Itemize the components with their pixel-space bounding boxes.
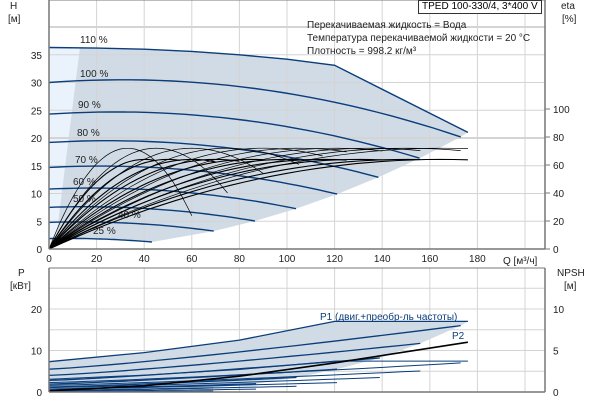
speed-label: 90 % [78, 100, 101, 111]
eta-axis-label: eta [561, 1, 575, 12]
p2-speed-curve [48, 377, 380, 389]
p-tick-label: 20 [31, 305, 43, 316]
info-temperature: Температура перекачиваемой жидкости = 20… [307, 33, 531, 44]
speed-curve-0.9 [48, 111, 420, 159]
info-liquid: Перекачиваемая жидкость = Вода [307, 20, 467, 31]
eta-pump-curve [48, 147, 228, 250]
info-density: Плотность = 998.2 кг/м³ [307, 46, 417, 57]
eta-total-curve [48, 158, 383, 250]
eta-pump-curve [48, 147, 421, 250]
h-tick-label: 30 [31, 79, 43, 90]
p2-speed-curve [48, 360, 468, 380]
p-axis-label: P [18, 268, 25, 279]
speed-label: 25 % [93, 226, 116, 237]
speed-label: 50 % [73, 194, 96, 205]
h-tick-label: 25 [31, 106, 43, 117]
speed-curve-1.1 [48, 46, 469, 134]
eta-tick-label: 100 [553, 105, 570, 116]
npsh-tick-label: 0 [553, 388, 559, 399]
eta-tick-label: 80 [553, 133, 565, 144]
eta-pump-curve [48, 147, 347, 250]
eta-tick-label: 40 [553, 189, 565, 200]
eta-pump-curve [48, 147, 323, 250]
q-axis-label: Q [м³/ч] [503, 256, 538, 267]
npsh-axis-label: NPSH [557, 268, 585, 279]
x-tick-label: 140 [374, 254, 391, 265]
x-tick-label: 20 [91, 254, 103, 265]
speed-label: 80 % [77, 128, 100, 139]
x-tick-label: 100 [279, 254, 296, 265]
eta-axis-unit: [%] [562, 14, 577, 25]
eta-pump-curve [48, 147, 383, 250]
p1-curve [49, 387, 214, 392]
p1-curve [48, 368, 338, 385]
x-tick-label: 120 [326, 254, 343, 265]
region-light [49, 47, 80, 249]
x-tick-label: 80 [234, 254, 246, 265]
eta-tick-label: 0 [553, 245, 559, 256]
p1-curve [48, 357, 380, 382]
eta-total-curve [48, 158, 299, 250]
eta-total-curve [48, 158, 264, 250]
eta-tick-label: 20 [553, 217, 565, 228]
eta-total-curve [48, 158, 157, 250]
p2-curve [48, 341, 469, 392]
eta-total-curve [48, 158, 347, 250]
p-axis-unit: [кВт] [10, 281, 31, 292]
h-tick-label: 15 [31, 162, 43, 173]
x-tick-label: 60 [186, 254, 198, 265]
x-tick-label: 0 [46, 254, 52, 265]
h-tick-label: 10 [31, 190, 43, 201]
x-tick-label: 160 [421, 254, 438, 265]
p-tick-label: 0 [36, 388, 42, 399]
speed-label: 110 % [80, 35, 108, 46]
speed-label: 100 % [80, 69, 108, 80]
p1-curve [48, 342, 421, 377]
speed-curve-0.7 [48, 165, 338, 195]
eta-total-curve [48, 158, 468, 250]
eta-total-curve [48, 158, 240, 250]
h-axis-unit: [м] [8, 14, 21, 25]
p1-curve [48, 324, 461, 370]
p1-label: P1 (двиг.+преобр-ль частоты) [320, 311, 457, 323]
p2-speed-curve [48, 370, 421, 386]
x-tick-label: 180 [469, 254, 486, 265]
npsh-axis-unit: [м] [564, 281, 577, 292]
eta-tick-label: 60 [553, 161, 565, 172]
speed-label: 70 % [75, 155, 98, 166]
h-tick-label: 5 [36, 217, 42, 228]
speed-label: 60 % [73, 177, 96, 188]
eta-pump-curve [48, 147, 468, 250]
speed-curve-1 [48, 79, 461, 138]
pump-model-title: TPED 100-330/4, 3*400 V [418, 0, 542, 14]
h-tick-label: 0 [36, 245, 42, 256]
eta-total-curve [48, 158, 216, 250]
x-tick-label: 40 [139, 254, 151, 265]
h-tick-label: 35 [31, 51, 43, 62]
p-tick-label: 10 [31, 347, 43, 358]
h-tick-label: 20 [31, 134, 43, 145]
eta-total-curve [48, 158, 180, 250]
npsh-tick-label: 5 [553, 347, 559, 358]
p2-label: P2 [452, 331, 465, 342]
h-axis-label: H [10, 1, 17, 12]
eta-pump-curve [48, 147, 264, 250]
p1-curve [48, 320, 468, 363]
eta-total-curve [48, 158, 421, 250]
npsh-tick-label: 10 [553, 305, 565, 316]
